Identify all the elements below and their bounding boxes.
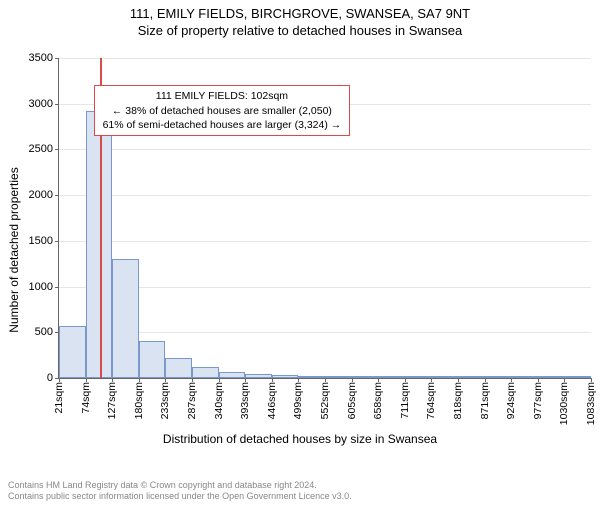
annotation-line-2: ← 38% of detached houses are smaller (2,… bbox=[103, 104, 342, 118]
histogram-bar bbox=[139, 341, 166, 378]
xtick-label: 552sqm bbox=[319, 382, 331, 419]
histogram-bar bbox=[458, 376, 485, 378]
xtick-label: 1030sqm bbox=[558, 382, 570, 425]
chart-container: Number of detached properties 0500100015… bbox=[0, 50, 600, 450]
xtick-label: 658sqm bbox=[372, 382, 384, 419]
plot-area: 050010001500200025003000350021sqm74sqm12… bbox=[58, 58, 591, 379]
xtick-label: 393sqm bbox=[239, 382, 251, 419]
ytick-label: 2000 bbox=[29, 189, 53, 201]
ytick-label: 3500 bbox=[29, 52, 53, 64]
ytick-mark bbox=[55, 104, 59, 105]
xtick-label: 446sqm bbox=[266, 382, 278, 419]
gridline-h bbox=[59, 149, 591, 150]
xtick-label: 1083sqm bbox=[585, 382, 597, 425]
histogram-bar bbox=[431, 376, 458, 378]
histogram-bar bbox=[59, 326, 86, 378]
xtick-label: 74sqm bbox=[80, 382, 92, 414]
histogram-bar bbox=[564, 376, 591, 378]
histogram-bar bbox=[112, 259, 139, 378]
xtick-label: 21sqm bbox=[53, 382, 65, 414]
histogram-bar bbox=[538, 376, 565, 378]
gridline-h bbox=[59, 241, 591, 242]
x-axis-label: Distribution of detached houses by size … bbox=[0, 432, 600, 446]
ytick-mark bbox=[55, 58, 59, 59]
xtick-label: 818sqm bbox=[452, 382, 464, 419]
ytick-mark bbox=[55, 149, 59, 150]
ytick-mark bbox=[55, 195, 59, 196]
ytick-label: 2500 bbox=[29, 143, 53, 155]
page-title-subtitle: Size of property relative to detached ho… bbox=[0, 23, 600, 38]
ytick-label: 1000 bbox=[29, 281, 53, 293]
histogram-bar bbox=[298, 376, 325, 378]
footer-line-2: Contains public sector information licen… bbox=[8, 491, 352, 502]
xtick-label: 764sqm bbox=[425, 382, 437, 419]
page-title-address: 111, EMILY FIELDS, BIRCHGROVE, SWANSEA, … bbox=[0, 6, 600, 21]
histogram-bar bbox=[405, 376, 432, 378]
histogram-bar bbox=[245, 374, 272, 378]
xtick-label: 871sqm bbox=[479, 382, 491, 419]
xtick-label: 287sqm bbox=[186, 382, 198, 419]
ytick-label: 3000 bbox=[29, 98, 53, 110]
xtick-label: 977sqm bbox=[532, 382, 544, 419]
histogram-bar bbox=[485, 376, 512, 378]
annotation-line-1: 111 EMILY FIELDS: 102sqm bbox=[103, 89, 342, 103]
xtick-label: 180sqm bbox=[133, 382, 145, 419]
gridline-h bbox=[59, 287, 591, 288]
gridline-h bbox=[59, 195, 591, 196]
ytick-mark bbox=[55, 241, 59, 242]
ytick-label: 1500 bbox=[29, 235, 53, 247]
xtick-label: 499sqm bbox=[292, 382, 304, 419]
xtick-label: 340sqm bbox=[213, 382, 225, 419]
y-axis-label: Number of detached properties bbox=[7, 167, 21, 332]
xtick-label: 605sqm bbox=[346, 382, 358, 419]
marker-annotation: 111 EMILY FIELDS: 102sqm ← 38% of detach… bbox=[94, 85, 351, 136]
histogram-bar bbox=[511, 376, 538, 378]
xtick-label: 127sqm bbox=[106, 382, 118, 419]
xtick-label: 924sqm bbox=[505, 382, 517, 419]
ytick-label: 500 bbox=[35, 326, 53, 338]
histogram-bar bbox=[325, 376, 352, 378]
annotation-line-3: 61% of semi-detached houses are larger (… bbox=[103, 118, 342, 132]
xtick-label: 233sqm bbox=[159, 382, 171, 419]
xtick-label: 711sqm bbox=[399, 382, 411, 419]
histogram-bar bbox=[219, 372, 246, 378]
ytick-mark bbox=[55, 287, 59, 288]
histogram-bar bbox=[272, 375, 299, 378]
gridline-h bbox=[59, 58, 591, 59]
histogram-bar bbox=[192, 367, 219, 378]
footer-attribution: Contains HM Land Registry data © Crown c… bbox=[8, 480, 352, 503]
histogram-bar bbox=[165, 358, 192, 378]
histogram-bar bbox=[378, 376, 405, 378]
histogram-bar bbox=[352, 376, 379, 378]
gridline-h bbox=[59, 332, 591, 333]
footer-line-1: Contains HM Land Registry data © Crown c… bbox=[8, 480, 352, 491]
